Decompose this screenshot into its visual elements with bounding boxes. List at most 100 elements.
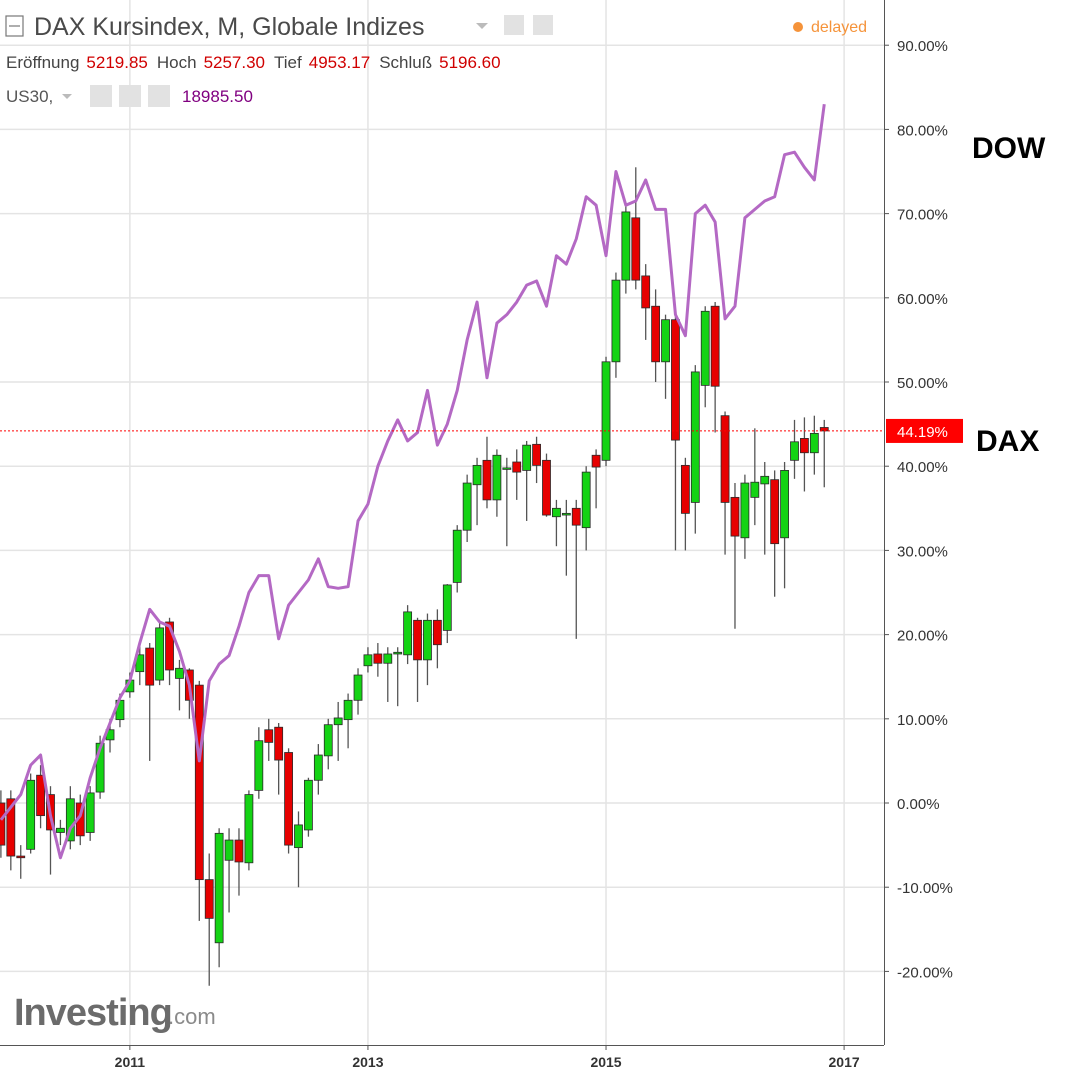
candle-body [571,507,581,526]
candle-body [165,621,174,671]
candle-body [730,496,740,537]
candle-body [671,319,680,441]
y-tick-label: 90.00% [897,38,948,55]
candle-body [145,647,155,686]
dropdown-icon[interactable] [476,23,488,29]
candle-body [353,674,363,701]
candle-body [601,361,611,461]
candle-body [204,879,214,919]
candle-body [542,459,551,516]
candle-body [472,464,482,486]
settings-icon[interactable] [119,85,141,107]
candle-body [6,798,16,857]
candle-body [680,464,690,514]
candle-body [234,839,244,863]
x-tick-label: 2015 [590,1054,621,1070]
candle-body [65,798,75,842]
candle-body [214,832,224,944]
dow-annotation: DOW [972,132,1046,165]
legend-label: Tief [274,53,302,72]
last-price-tag [886,418,963,443]
candle-body [661,319,670,363]
eye-icon[interactable] [504,15,524,35]
candle-body [462,482,472,531]
candle-body [720,415,730,503]
eye-icon[interactable] [90,85,112,107]
x-tick-label: 2011 [115,1054,146,1070]
y-tick-label: 50.00% [897,375,948,392]
candle-body [492,454,502,501]
candle-body [561,512,571,516]
candle-body [304,779,313,831]
candle-body [175,667,184,679]
ohlc-legend: Eröffnung 5219.85 Hoch 5257.30 Tief 4953.17 Sc… [6,53,501,72]
candle-body [274,726,284,761]
candle-body [631,217,641,281]
x-tick-label: 2013 [352,1054,383,1070]
delayed-status: delayed [811,19,867,36]
watermark-suffix: .com [168,1004,216,1029]
candle-body [323,724,333,757]
dow-line [0,103,826,860]
plot-area [0,103,884,986]
candle-body [690,371,700,503]
symbol-value: 18985.50 [182,87,253,106]
candle-body [780,470,789,539]
dax-annotation: DAX [976,425,1039,458]
candle-body [621,211,631,281]
watermark-brand: Investing [14,992,172,1034]
legend-value: 4953.17 [309,53,370,72]
candle-body [512,461,522,473]
candle-body [591,454,601,468]
candle-body [393,651,403,655]
y-tick-label: -20.00% [897,964,953,981]
candle-body [442,584,452,631]
y-tick-label: 30.00% [897,543,948,560]
delayed-dot [793,22,803,32]
candle-body [770,479,780,545]
y-tick-label: 80.00% [897,122,948,139]
candle-body [36,774,45,817]
candle-body [581,471,591,529]
axes: -20.00% -10.00% 0.00% 10.00% 20.00% 30.00% 40.… [115,38,963,1070]
close-icon[interactable] [148,85,170,107]
candle-body [502,467,512,470]
candle-body [0,802,6,846]
legend-label: Eröffnung [6,53,79,72]
candle-body [790,441,799,461]
candle-body [522,444,532,471]
candle-body [95,742,105,793]
legend-value: 5219.85 [86,53,147,72]
candle-body [482,459,492,501]
chart-title: DAX Kursindex, M, Globale Indizes [34,13,424,41]
candle-body [254,740,264,791]
candle-body [85,792,95,833]
candle-body [294,824,303,849]
candle-body [26,779,36,850]
candle-body [194,684,204,881]
candle-body [809,432,819,454]
y-tick-label: 20.00% [897,628,948,645]
candle-body [224,839,234,861]
legend-value: 5196.60 [439,53,500,72]
candle-body [432,619,442,646]
candle-body [423,619,432,661]
last-price-label: 44.19% [897,424,948,441]
settings-icon[interactable] [533,15,553,35]
candle-body [155,627,165,681]
dropdown-icon[interactable] [62,94,72,99]
candle-body [641,275,651,309]
candle-body [373,653,383,664]
y-tick-label: 60.00% [897,291,948,308]
candle-body [413,619,422,661]
grid [0,0,884,1045]
y-tick-label: 0.00% [897,796,940,813]
candle-body [333,717,343,726]
candle-body [611,279,621,363]
legend-value: 5257.30 [204,53,265,72]
candle-body [740,482,750,539]
candle-body [552,507,561,518]
y-tick-label: 10.00% [897,712,948,729]
